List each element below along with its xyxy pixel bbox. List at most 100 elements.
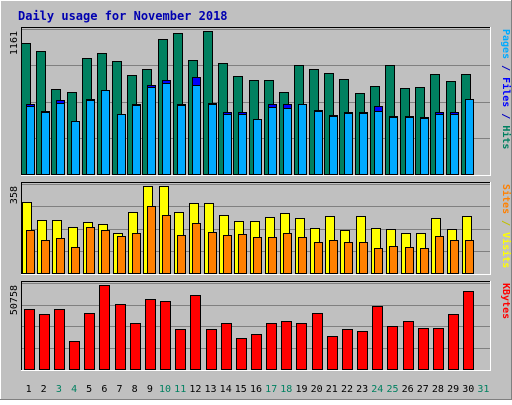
hits-bar-pages (26, 106, 35, 175)
visits-bar-sites (435, 236, 444, 274)
hits-bar-pages (223, 114, 232, 175)
kbytes-bar-kbytes (160, 301, 171, 370)
visits-bar-sites (283, 233, 292, 274)
hits-bar-pages (329, 116, 338, 175)
kbytes-bar-kbytes (448, 314, 459, 370)
hits-bar-pages (192, 85, 201, 175)
visits-bar-sites (329, 240, 338, 274)
visits-bar-sites (56, 238, 65, 274)
visits-bar-sites (86, 227, 95, 274)
x-tick-label: 7 (116, 384, 122, 395)
kbytes-bar-kbytes (175, 329, 186, 370)
hits-bar-pages (162, 83, 171, 175)
visits-series-label-part: Visits (500, 232, 512, 268)
visits-bar-sites (268, 237, 277, 274)
visits-bar-sites (405, 247, 414, 274)
hits-max-label: 1161 (9, 31, 20, 55)
hits-bar-pages (374, 111, 383, 175)
kbytes-bar-kbytes (403, 321, 414, 370)
visits-bar-sites (147, 206, 156, 274)
panel-kbytes: 50758 KBytes (9, 281, 511, 371)
hits-bar-pages (298, 104, 307, 175)
x-tick-label: 27 (417, 384, 429, 395)
kbytes-bar-kbytes (327, 336, 338, 370)
hits-bar-pages (450, 114, 459, 175)
kbytes-bar-kbytes (221, 323, 232, 370)
visits-bar-sites (26, 230, 35, 274)
visits-bar-sites (162, 215, 171, 274)
hits-series-label: Pages / Files / Hits (500, 29, 512, 149)
hits-bar-pages (465, 99, 474, 175)
x-tick-label: 4 (71, 384, 77, 395)
x-tick-label: 22 (341, 384, 353, 395)
visits-series-label-part: Sites (500, 184, 512, 214)
x-tick-label: 20 (311, 384, 323, 395)
visits-bar-sites (177, 235, 186, 274)
visits-bar-sites (192, 223, 201, 274)
x-tick-label: 21 (326, 384, 338, 395)
kbytes-bar-kbytes (418, 328, 429, 370)
visits-series-label: Sites / Visits (500, 184, 512, 268)
kbytes-bar-kbytes (357, 331, 368, 370)
hits-bar-pages (86, 100, 95, 175)
visits-bar-sites (101, 230, 110, 274)
kbytes-bar-kbytes (145, 299, 156, 370)
x-tick-label: 24 (371, 384, 383, 395)
x-tick-label: 23 (356, 384, 368, 395)
hits-series-label-part: / (500, 107, 511, 125)
x-tick-label: 28 (432, 384, 444, 395)
kbytes-bar-kbytes (39, 314, 50, 370)
hits-bar-pages (147, 87, 156, 175)
hits-bar-pages (268, 107, 277, 175)
visits-bar-sites (389, 246, 398, 274)
visits-max-label: 358 (9, 186, 20, 204)
hits-bar-pages (238, 114, 247, 175)
hits-bar-pages (435, 114, 444, 175)
hits-bar-pages (117, 114, 126, 175)
x-tick-label: 26 (402, 384, 414, 395)
kbytes-bar-kbytes (115, 304, 126, 370)
hits-bar-pages (420, 118, 429, 175)
x-tick-label: 29 (447, 384, 459, 395)
kbytes-bar-kbytes (433, 328, 444, 370)
x-tick-label: 13 (204, 384, 216, 395)
hits-bar-pages (132, 105, 141, 175)
hits-series-label-part: / (500, 59, 511, 77)
x-tick-label: 6 (101, 384, 107, 395)
kbytes-bar-kbytes (266, 323, 277, 370)
kbytes-series-label-part: KBytes (500, 283, 511, 319)
x-tick-label: 10 (159, 384, 171, 395)
hits-bar-pages (41, 112, 50, 175)
hits-bar-pages (283, 108, 292, 175)
kbytes-bar-kbytes (387, 326, 398, 370)
hits-bar-pages (314, 111, 323, 175)
hits-bar-pages (344, 113, 353, 175)
visits-bar-sites (223, 235, 232, 274)
visits-series-label-part: / (500, 214, 511, 232)
x-tick-label: 14 (220, 384, 232, 395)
visits-bar-sites (238, 234, 247, 274)
kbytes-bar-kbytes (372, 306, 383, 370)
x-tick-label: 18 (280, 384, 292, 395)
kbytes-bar-kbytes (236, 338, 247, 370)
hits-bar-pages (253, 119, 262, 175)
panel-visits: 358 Sites / Visits (9, 182, 512, 275)
kbytes-series-label: KBytes (500, 283, 511, 319)
hits-bar-pages (101, 90, 110, 175)
kbytes-max-label: 50758 (9, 285, 20, 315)
x-tick-label: 12 (189, 384, 201, 395)
x-tick-label: 16 (250, 384, 262, 395)
chart-title: Daily usage for November 2018 (18, 9, 228, 23)
visits-bar-sites (314, 242, 323, 274)
x-tick-label: 25 (386, 384, 398, 395)
kbytes-bar-kbytes (190, 295, 201, 370)
x-tick-label: 2 (41, 384, 47, 395)
visits-bar-sites (359, 242, 368, 274)
visits-bar-sites (344, 242, 353, 274)
hits-bar-pages (208, 104, 217, 175)
hits-bar-pages (56, 103, 65, 175)
x-tick-label: 15 (235, 384, 247, 395)
kbytes-bar-kbytes (24, 309, 35, 370)
kbytes-bar-kbytes (312, 313, 323, 370)
